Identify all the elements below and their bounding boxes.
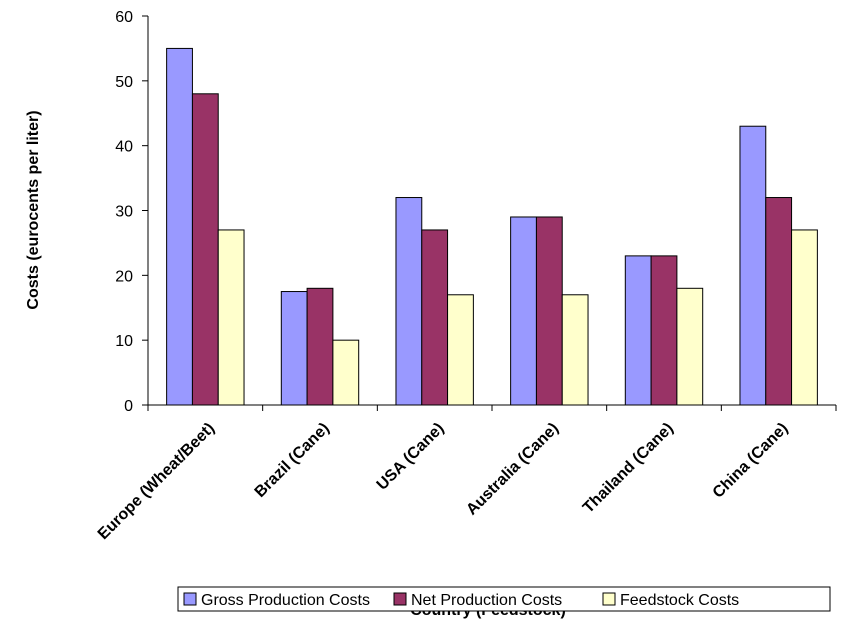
legend-box [177,586,831,612]
legend-label: Feedstock Costs [620,592,739,609]
bar-series-1-category-3 [395,197,423,406]
bar-series-1-category-2 [280,291,308,406]
legend-swatch [183,592,197,606]
x-tick-label: Australia (Cane) [463,420,562,519]
bar-series-3-category-5 [676,287,704,406]
y-tick-label: 30 [115,204,133,221]
y-tick-label: 50 [115,74,133,91]
bar-series-1-category-4 [510,216,537,406]
y-tick-label: 60 [115,9,133,26]
legend: Gross Production Costs Net Production Cos… [177,586,831,612]
x-tick-label: Thailand (Cane) [580,420,677,517]
x-tick-label: Europe (Wheat/Beet) [95,420,218,543]
x-tick-label: Brazil (Cane) [252,420,333,501]
x-tick-label: China (Cane) [710,420,792,502]
y-tick-label: 40 [115,139,133,156]
bar-series-1-category-1 [166,47,193,406]
bar-series-3-category-3 [447,294,474,406]
bar-series-2-category-1 [191,93,219,406]
legend-swatch [602,592,616,606]
bar-series-3-category-1 [217,229,245,406]
y-axis-title: Costs (eurocents per liter) [25,110,42,309]
x-tick-label: USA (Cane) [374,420,448,494]
bar-series-2-category-4 [535,216,563,406]
y-tick-label: 0 [124,398,133,415]
legend-label: Net Production Costs [411,592,562,609]
legend-swatch [393,592,407,606]
bar-series-3-category-6 [791,229,818,406]
bar-series-2-category-2 [306,287,334,406]
bar-series-1-category-5 [624,255,652,406]
y-tick-label: 20 [115,268,133,285]
bar-series-2-category-5 [650,255,678,406]
y-tick-label: 10 [115,333,133,350]
legend-label: Gross Production Costs [201,592,370,609]
bar-series-2-category-6 [765,197,793,406]
bar-series-3-category-4 [561,294,589,406]
bar-series-2-category-3 [421,229,449,406]
bars-layer [166,47,818,406]
bar-series-1-category-6 [739,125,767,406]
bar-series-3-category-2 [332,339,360,406]
